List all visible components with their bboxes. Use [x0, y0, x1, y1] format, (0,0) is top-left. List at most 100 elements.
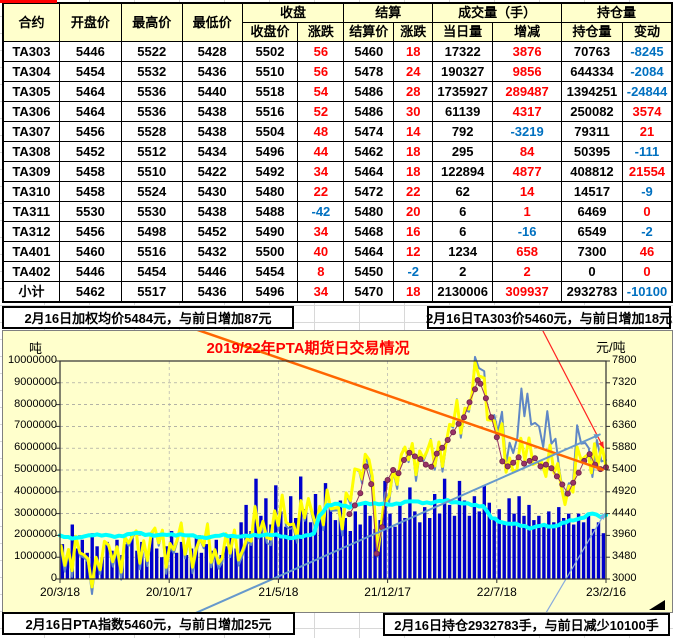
- column-header[interactable]: 增减: [492, 22, 563, 42]
- value-cell[interactable]: 61139: [432, 101, 494, 122]
- value-cell[interactable]: 5536: [120, 101, 183, 122]
- value-cell[interactable]: 1234: [432, 241, 494, 262]
- value-cell[interactable]: 5462: [58, 281, 122, 303]
- value-cell[interactable]: 5528: [120, 121, 183, 142]
- value-cell[interactable]: 22: [393, 181, 434, 202]
- value-cell[interactable]: 289487: [492, 81, 563, 102]
- value-cell[interactable]: 5436: [181, 61, 243, 82]
- column-header[interactable]: 涨跌: [393, 22, 434, 42]
- value-cell[interactable]: 34: [297, 281, 345, 303]
- value-cell[interactable]: 5458: [58, 181, 122, 202]
- value-cell[interactable]: 5456: [58, 121, 122, 142]
- contract-cell[interactable]: TA305: [2, 81, 60, 102]
- value-cell[interactable]: 5488: [241, 201, 299, 222]
- value-cell[interactable]: 6: [432, 221, 494, 242]
- value-cell[interactable]: 5440: [181, 81, 243, 102]
- value-cell[interactable]: 56: [297, 61, 345, 82]
- column-header[interactable]: 当日量: [432, 22, 494, 42]
- value-cell[interactable]: 5422: [181, 161, 243, 182]
- contract-cell[interactable]: TA308: [2, 141, 60, 162]
- value-cell[interactable]: 5510: [120, 161, 183, 182]
- value-cell[interactable]: 28: [393, 81, 434, 102]
- pta-daily-trading-chart[interactable]: 2019/22年PTA期货日交易情况 吨 元/吨 10000000 9000000…: [2, 330, 673, 613]
- value-cell[interactable]: 5434: [181, 141, 243, 162]
- value-cell[interactable]: 5524: [120, 181, 183, 202]
- value-cell[interactable]: 21: [621, 121, 673, 142]
- value-cell[interactable]: 3574: [621, 101, 673, 122]
- value-cell[interactable]: 5454: [120, 261, 183, 282]
- value-cell[interactable]: 5496: [241, 281, 299, 303]
- contract-cell[interactable]: TA306: [2, 101, 60, 122]
- value-cell[interactable]: 5500: [241, 241, 299, 262]
- value-cell[interactable]: 5486: [343, 101, 395, 122]
- value-cell[interactable]: 5464: [58, 101, 122, 122]
- value-cell[interactable]: 21554: [621, 161, 673, 182]
- value-cell[interactable]: 5462: [343, 141, 395, 162]
- value-cell[interactable]: 18: [393, 281, 434, 303]
- value-cell[interactable]: 6549: [561, 221, 623, 242]
- value-cell[interactable]: 5438: [181, 121, 243, 142]
- value-cell[interactable]: -16: [492, 221, 563, 242]
- contract-cell[interactable]: TA310: [2, 181, 60, 202]
- contract-cell[interactable]: TA303: [2, 41, 60, 62]
- value-cell[interactable]: 5517: [120, 281, 183, 303]
- value-cell[interactable]: 644334: [561, 61, 623, 82]
- value-cell[interactable]: 5504: [241, 121, 299, 142]
- value-cell[interactable]: 309937: [492, 281, 563, 303]
- value-cell[interactable]: 6: [432, 201, 494, 222]
- column-header[interactable]: 变动: [621, 22, 673, 42]
- value-cell[interactable]: 5460: [58, 241, 122, 262]
- contract-cell[interactable]: TA401: [2, 241, 60, 262]
- value-cell[interactable]: 44: [297, 141, 345, 162]
- value-cell[interactable]: 18: [393, 161, 434, 182]
- annotation-box-open-interest[interactable]: 2月16日持仓2932783手，与前日减少10100手: [383, 613, 670, 636]
- value-cell[interactable]: 52: [297, 101, 345, 122]
- contract-cell[interactable]: TA402: [2, 261, 60, 282]
- value-cell[interactable]: -42: [297, 201, 345, 222]
- value-cell[interactable]: 5454: [241, 261, 299, 282]
- value-cell[interactable]: 5452: [181, 221, 243, 242]
- value-cell[interactable]: 5464: [343, 161, 395, 182]
- value-cell[interactable]: 5446: [58, 41, 122, 62]
- column-group-header[interactable]: 最高价: [120, 2, 183, 42]
- value-cell[interactable]: 408812: [561, 161, 623, 182]
- contract-cell[interactable]: TA312: [2, 221, 60, 242]
- value-cell[interactable]: -10100: [621, 281, 673, 303]
- value-cell[interactable]: 5432: [181, 241, 243, 262]
- value-cell[interactable]: 84: [492, 141, 563, 162]
- value-cell[interactable]: 14517: [561, 181, 623, 202]
- contract-cell[interactable]: 小计: [2, 281, 60, 303]
- value-cell[interactable]: -111: [621, 141, 673, 162]
- value-cell[interactable]: 5436: [181, 281, 243, 303]
- value-cell[interactable]: 5428: [181, 41, 243, 62]
- value-cell[interactable]: 5530: [120, 201, 183, 222]
- value-cell[interactable]: 62: [432, 181, 494, 202]
- value-cell[interactable]: 2: [492, 261, 563, 282]
- annotation-box-ta303-price[interactable]: 2月16日TA303价5460元，与前日增加18元: [426, 306, 672, 329]
- value-cell[interactable]: 5438: [181, 101, 243, 122]
- value-cell[interactable]: 5478: [343, 61, 395, 82]
- column-header[interactable]: 涨跌: [297, 22, 345, 42]
- value-cell[interactable]: 5438: [181, 201, 243, 222]
- annotation-box-weighted-avg[interactable]: 2月16日加权均价5484元，与前日增加87元: [2, 306, 294, 329]
- value-cell[interactable]: -24844: [621, 81, 673, 102]
- value-cell[interactable]: 14: [492, 181, 563, 202]
- value-cell[interactable]: 295: [432, 141, 494, 162]
- column-group-header[interactable]: 开盘价: [58, 2, 122, 42]
- value-cell[interactable]: 20: [393, 201, 434, 222]
- value-cell[interactable]: 190327: [432, 61, 494, 82]
- column-group-header[interactable]: 最低价: [181, 2, 243, 42]
- value-cell[interactable]: 70763: [561, 41, 623, 62]
- value-cell[interactable]: 40: [297, 241, 345, 262]
- value-cell[interactable]: 5518: [241, 81, 299, 102]
- value-cell[interactable]: 5470: [343, 281, 395, 303]
- value-cell[interactable]: 5446: [58, 261, 122, 282]
- value-cell[interactable]: 46: [621, 241, 673, 262]
- value-cell[interactable]: 4877: [492, 161, 563, 182]
- value-cell[interactable]: 8: [297, 261, 345, 282]
- value-cell[interactable]: 14: [393, 121, 434, 142]
- value-cell[interactable]: 5464: [343, 241, 395, 262]
- value-cell[interactable]: 50395: [561, 141, 623, 162]
- value-cell[interactable]: 54: [297, 81, 345, 102]
- value-cell[interactable]: 0: [561, 261, 623, 282]
